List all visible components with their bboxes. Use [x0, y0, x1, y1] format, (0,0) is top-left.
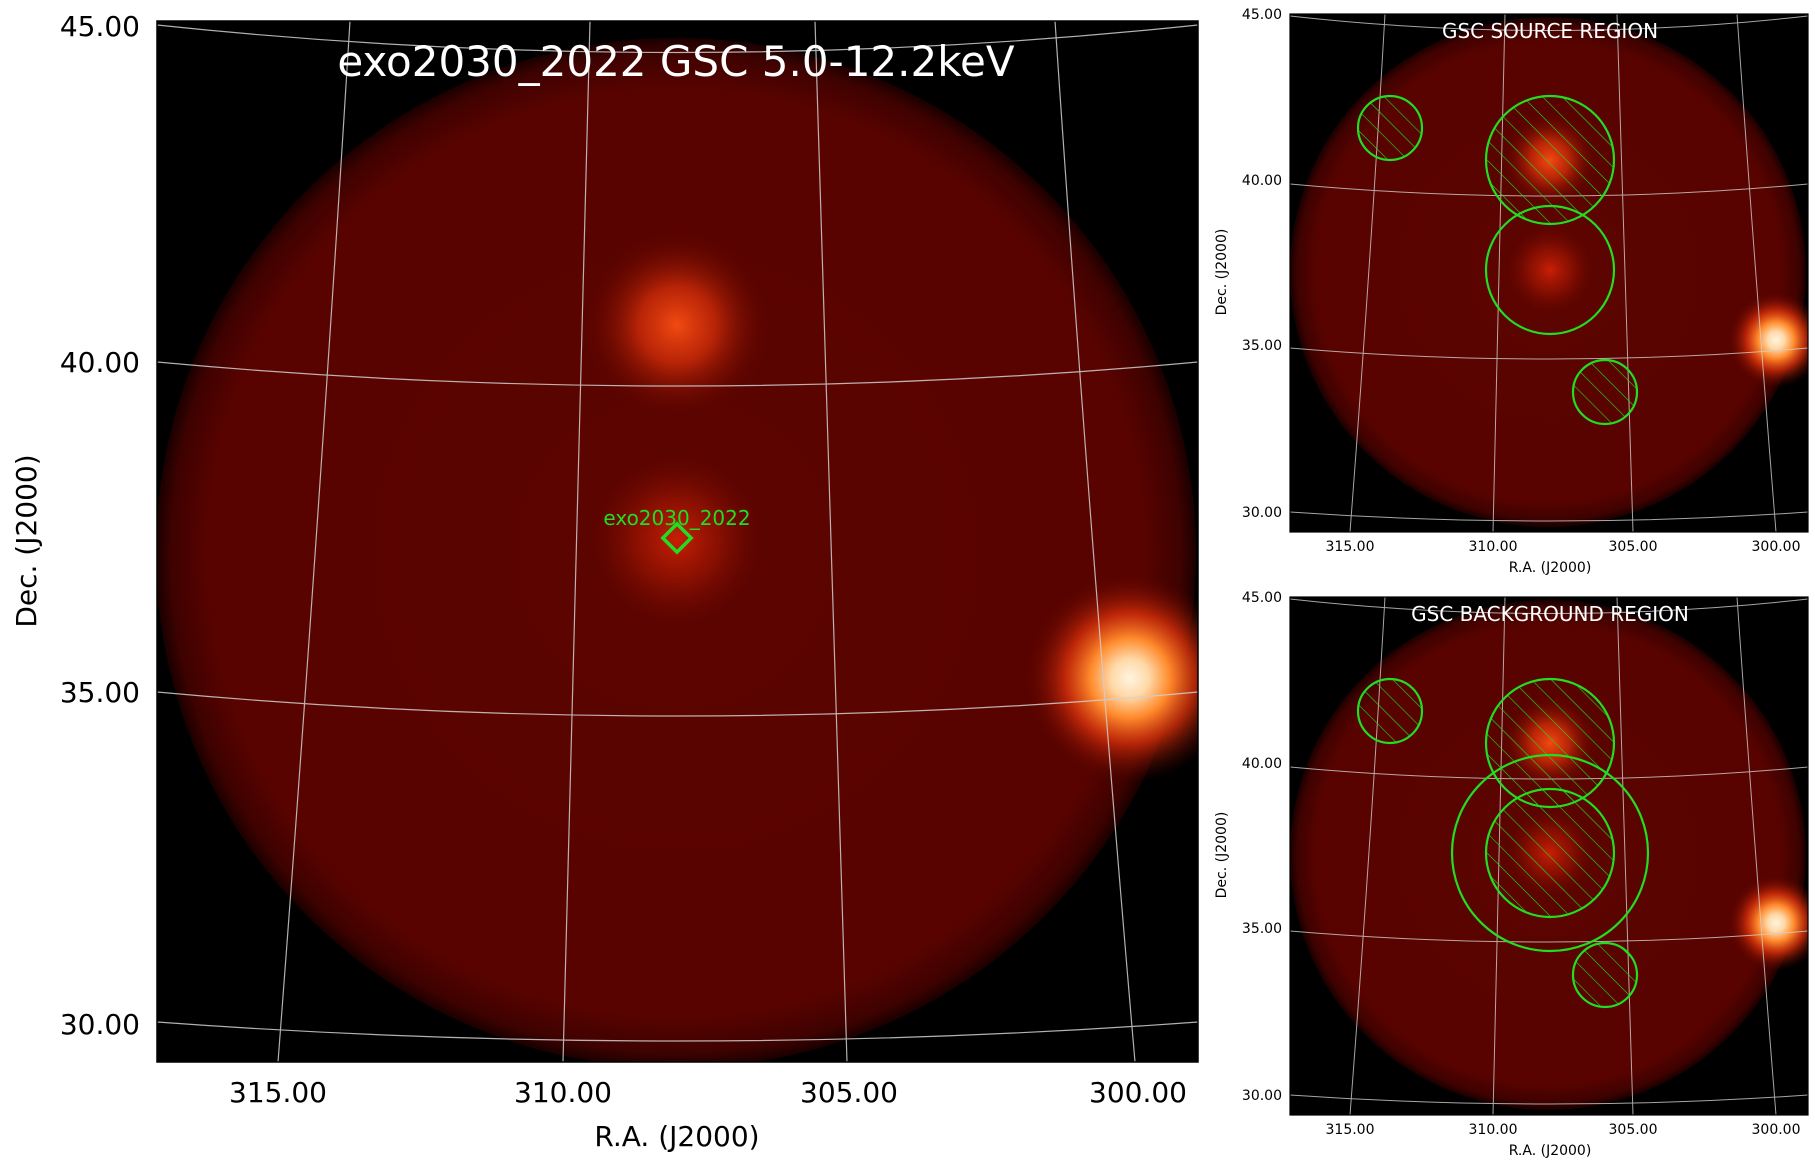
main-grid — [157, 21, 1198, 1062]
hatched-region-circle — [1571, 358, 1639, 426]
source-x-tick-labels: 315.00 310.00 305.00 300.00 — [1326, 539, 1801, 555]
main-y-axis-label: Dec. (J2000) — [10, 454, 43, 627]
background-x-tick: 300.00 — [1752, 1122, 1801, 1138]
main-axes-frame — [156, 20, 1199, 1063]
background-y-tick: 30.00 — [1242, 1088, 1282, 1104]
main-source-blob-bright — [1025, 573, 1198, 783]
source-x-tick: 305.00 — [1609, 539, 1658, 555]
main-x-tick: 300.00 — [1089, 1076, 1187, 1109]
hatched-region-circle — [1484, 94, 1616, 226]
source-x-tick: 310.00 — [1469, 539, 1518, 555]
source-x-tick: 315.00 — [1326, 539, 1375, 555]
source-y-tick: 40.00 — [1242, 173, 1282, 189]
main-y-tick: 45.00 — [60, 10, 140, 43]
source-y-axis-label: Dec. (J2000) — [1214, 229, 1230, 316]
source-blob-target — [1502, 222, 1598, 318]
region-circle — [1484, 204, 1616, 336]
background-x-tick: 310.00 — [1469, 1122, 1518, 1138]
main-plot-title: exo2030_2022 GSC 5.0-12.2keV — [337, 37, 1014, 86]
hatched-region-circle — [1484, 787, 1616, 919]
source-region-panel: GSC SOURCE REGION 45.00 40.00 35.00 30.0… — [1214, 7, 1809, 576]
main-x-tick-labels: 315.00 310.00 305.00 300.00 — [229, 1076, 1187, 1109]
source-x-tick: 300.00 — [1752, 539, 1801, 555]
main-x-tick: 305.00 — [800, 1076, 898, 1109]
source-y-tick: 45.00 — [1242, 7, 1282, 23]
main-source-blob-upper — [582, 230, 772, 420]
background-x-tick-labels: 315.00 310.00 305.00 300.00 — [1326, 1122, 1801, 1138]
background-blob-bright — [1728, 875, 1808, 971]
hatched-region-circle — [1356, 677, 1424, 745]
source-marker-label: exo2030_2022 — [603, 506, 750, 530]
source-y-tick: 30.00 — [1242, 505, 1282, 521]
source-y-tick: 35.00 — [1242, 338, 1282, 354]
hatched-region-circle — [1484, 677, 1616, 809]
background-panel-title: GSC BACKGROUND REGION — [1411, 602, 1689, 626]
region-circle — [1450, 753, 1650, 953]
main-y-tick: 30.00 — [60, 1008, 140, 1041]
source-y-tick-labels: 45.00 40.00 35.00 30.00 — [1242, 7, 1282, 521]
background-region-panel: GSC BACKGROUND REGION 45.00 40.00 35.00 … — [1214, 590, 1809, 1159]
hatched-region-circle — [1356, 94, 1424, 162]
main-source-blob-target — [582, 445, 772, 635]
source-x-axis-label: R.A. (J2000) — [1509, 560, 1592, 576]
main-y-tick-labels: 45.00 40.00 35.00 30.00 — [60, 10, 140, 1041]
source-panel-title: GSC SOURCE REGION — [1442, 19, 1658, 43]
source-axes-frame — [1289, 13, 1809, 533]
main-y-tick: 35.00 — [60, 676, 140, 709]
background-x-tick: 305.00 — [1609, 1122, 1658, 1138]
main-x-tick: 310.00 — [514, 1076, 612, 1109]
source-blob-bright — [1728, 292, 1808, 388]
background-x-tick: 315.00 — [1326, 1122, 1375, 1138]
background-x-axis-label: R.A. (J2000) — [1509, 1143, 1592, 1159]
background-y-tick-labels: 45.00 40.00 35.00 30.00 — [1242, 590, 1282, 1104]
background-y-tick: 35.00 — [1242, 921, 1282, 937]
background-y-tick: 45.00 — [1242, 590, 1282, 606]
hatched-region-circle — [1571, 941, 1639, 1009]
source-diamond-marker — [660, 521, 694, 555]
main-x-axis-label: R.A. (J2000) — [594, 1120, 759, 1153]
background-axes-frame — [1289, 596, 1809, 1116]
main-x-tick: 315.00 — [229, 1076, 327, 1109]
background-y-axis-label: Dec. (J2000) — [1214, 812, 1230, 899]
background-y-tick: 40.00 — [1242, 756, 1282, 772]
main-y-tick: 40.00 — [60, 346, 140, 379]
main-panel: exo2030_2022 exo2030_2022 GSC 5.0-12.2ke… — [10, 10, 1199, 1153]
